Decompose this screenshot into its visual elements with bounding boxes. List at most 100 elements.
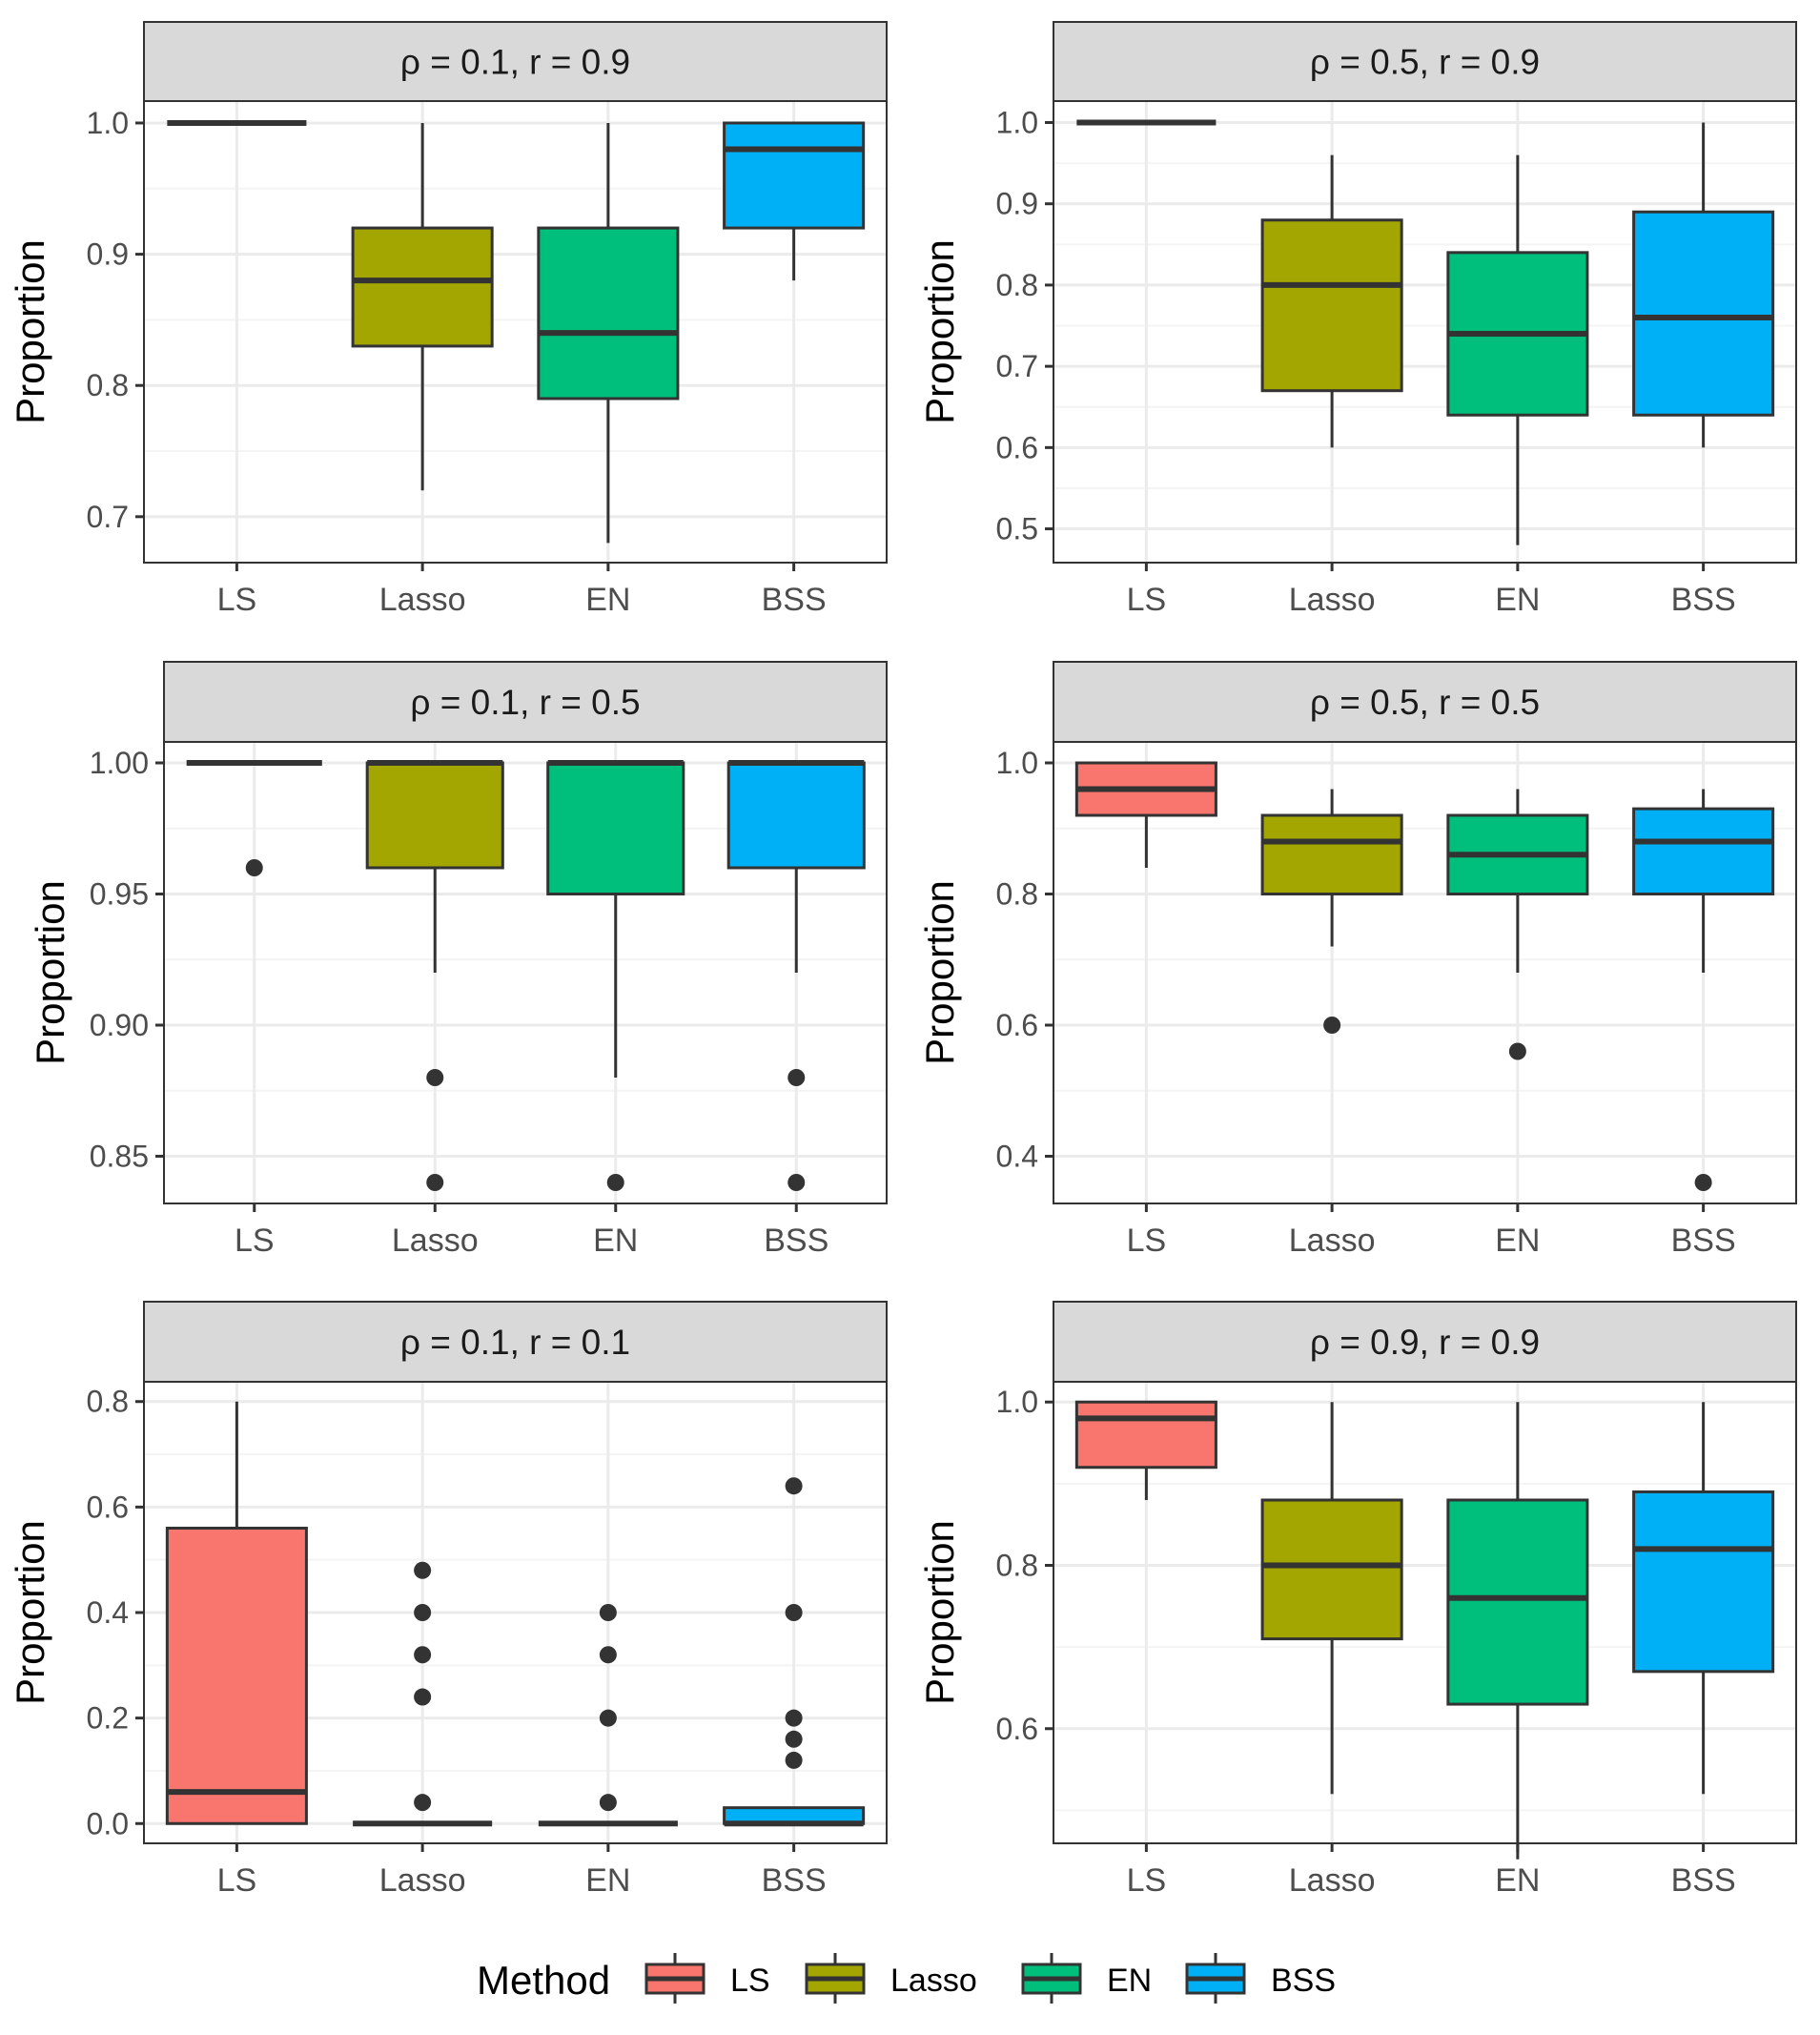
outlier-point <box>599 1794 617 1812</box>
outlier-point <box>599 1709 617 1727</box>
y-tick-label: 0.4 <box>87 1595 129 1630</box>
x-tick-label: EN <box>1495 1862 1540 1899</box>
x-tick-label: EN <box>585 582 630 618</box>
x-tick-label: LS <box>217 582 257 618</box>
facet-panel: ρ = 0.1, r = 0.5 0.85 0.90 0.95 1.00 LS Lasso E… <box>28 661 888 1259</box>
legend-title: Method <box>477 1958 610 2003</box>
box-body <box>546 761 685 895</box>
outlier-point <box>426 1069 444 1086</box>
box-lasso <box>1260 1402 1403 1795</box>
box-body <box>1632 210 1775 417</box>
box-body <box>1632 807 1775 895</box>
box-lasso <box>351 122 494 491</box>
y-axis-title: Proportion <box>8 239 52 424</box>
outlier-point <box>414 1604 432 1621</box>
box-bss <box>1632 122 1775 448</box>
box-en <box>1446 154 1589 545</box>
x-tick-label: BSS <box>764 1223 828 1259</box>
box-body <box>537 226 680 401</box>
y-tick-label: 1.0 <box>87 106 129 140</box>
box-body <box>351 226 494 348</box>
facet-title: ρ = 0.5, r = 0.5 <box>1310 683 1540 722</box>
y-axis-title: Proportion <box>8 1520 52 1705</box>
y-tick-label: 1.0 <box>996 105 1038 139</box>
outlier-point <box>426 1174 444 1191</box>
box-en <box>546 760 685 1191</box>
x-tick-label: Lasso <box>1289 1223 1376 1259</box>
legend-item-ls: LS <box>644 1953 770 2004</box>
box-body <box>1632 1490 1775 1674</box>
y-tick-label: 0.8 <box>996 877 1038 912</box>
x-tick-label: LS <box>235 1223 275 1259</box>
y-axis-title: Proportion <box>28 880 72 1065</box>
x-tick-label: Lasso <box>379 582 466 618</box>
box-ls <box>1074 761 1217 868</box>
outlier-point <box>1508 1042 1526 1060</box>
outlier-point <box>414 1688 432 1706</box>
x-tick-label: Lasso <box>1289 582 1376 618</box>
x-tick-label: EN <box>1495 582 1540 618</box>
box-body <box>726 761 866 870</box>
facet-panel: ρ = 0.5, r = 0.9 0.5 0.6 0.7 0.8 0.9 1.0 LS Lass… <box>917 21 1797 618</box>
box-bss <box>1632 789 1775 1191</box>
outlier-point <box>785 1751 803 1769</box>
box-body <box>1260 218 1403 393</box>
y-tick-label: 0.8 <box>87 368 129 402</box>
legend-item-en: EN <box>1021 1953 1152 2004</box>
legend-item-label: EN <box>1107 1963 1152 1999</box>
x-tick-label: BSS <box>1671 582 1736 618</box>
box-body <box>365 761 504 870</box>
outlier-point <box>785 1604 803 1621</box>
x-tick-label: Lasso <box>379 1862 466 1899</box>
facet-strip <box>143 1301 888 1383</box>
outlier-point <box>785 1477 803 1495</box>
box-ls <box>165 1401 308 1825</box>
facet-strip <box>1053 661 1797 743</box>
box-lasso <box>1260 154 1403 448</box>
x-tick-label: LS <box>1127 582 1167 618</box>
legend: Method LS Lasso EN BSS <box>477 1953 1336 2004</box>
outlier-point <box>787 1069 806 1086</box>
legend-item-lasso: Lasso <box>805 1953 977 2004</box>
y-tick-label: 0.9 <box>996 187 1038 221</box>
x-tick-label: EN <box>593 1223 638 1259</box>
y-axis-title: Proportion <box>917 880 962 1065</box>
y-tick-label: 0.9 <box>87 237 129 272</box>
y-tick-label: 0.2 <box>87 1701 129 1736</box>
y-tick-label: 1.00 <box>90 746 149 780</box>
y-tick-label: 0.85 <box>90 1140 149 1174</box>
box-bss <box>723 121 866 281</box>
facet-title: ρ = 0.1, r = 0.1 <box>400 1323 630 1362</box>
facet-title: ρ = 0.9, r = 0.9 <box>1310 1323 1540 1362</box>
x-tick-label: LS <box>1127 1862 1167 1899</box>
facet-strip <box>1053 21 1797 102</box>
y-tick-label: 0.90 <box>90 1008 149 1042</box>
outlier-point <box>606 1174 624 1191</box>
x-tick-label: BSS <box>1671 1223 1736 1259</box>
box-body <box>1260 813 1403 895</box>
outlier-point <box>1323 1017 1341 1034</box>
y-axis-title: Proportion <box>917 239 962 424</box>
box-body <box>723 121 866 230</box>
legend-item-bss: BSS <box>1185 1953 1336 2004</box>
outlier-point <box>787 1174 806 1191</box>
y-tick-label: 0.8 <box>996 1549 1038 1583</box>
y-tick-label: 0.8 <box>996 268 1038 302</box>
outlier-point <box>414 1794 432 1812</box>
box-body <box>1074 1400 1217 1470</box>
y-tick-label: 0.7 <box>996 349 1038 383</box>
x-tick-label: LS <box>1127 1223 1167 1259</box>
legend-item-label: LS <box>730 1963 770 1999</box>
box-body <box>1260 1498 1403 1641</box>
outlier-point <box>414 1646 432 1664</box>
y-tick-label: 0.4 <box>996 1140 1038 1174</box>
y-tick-label: 0.5 <box>996 512 1038 546</box>
x-tick-label: Lasso <box>1289 1862 1376 1899</box>
facet-title: ρ = 0.1, r = 0.5 <box>410 683 640 722</box>
box-en <box>537 122 680 544</box>
box-body <box>1446 1498 1589 1706</box>
x-tick-label: EN <box>585 1862 630 1899</box>
box-bss <box>1632 1402 1775 1795</box>
y-tick-label: 0.6 <box>87 1490 129 1524</box>
